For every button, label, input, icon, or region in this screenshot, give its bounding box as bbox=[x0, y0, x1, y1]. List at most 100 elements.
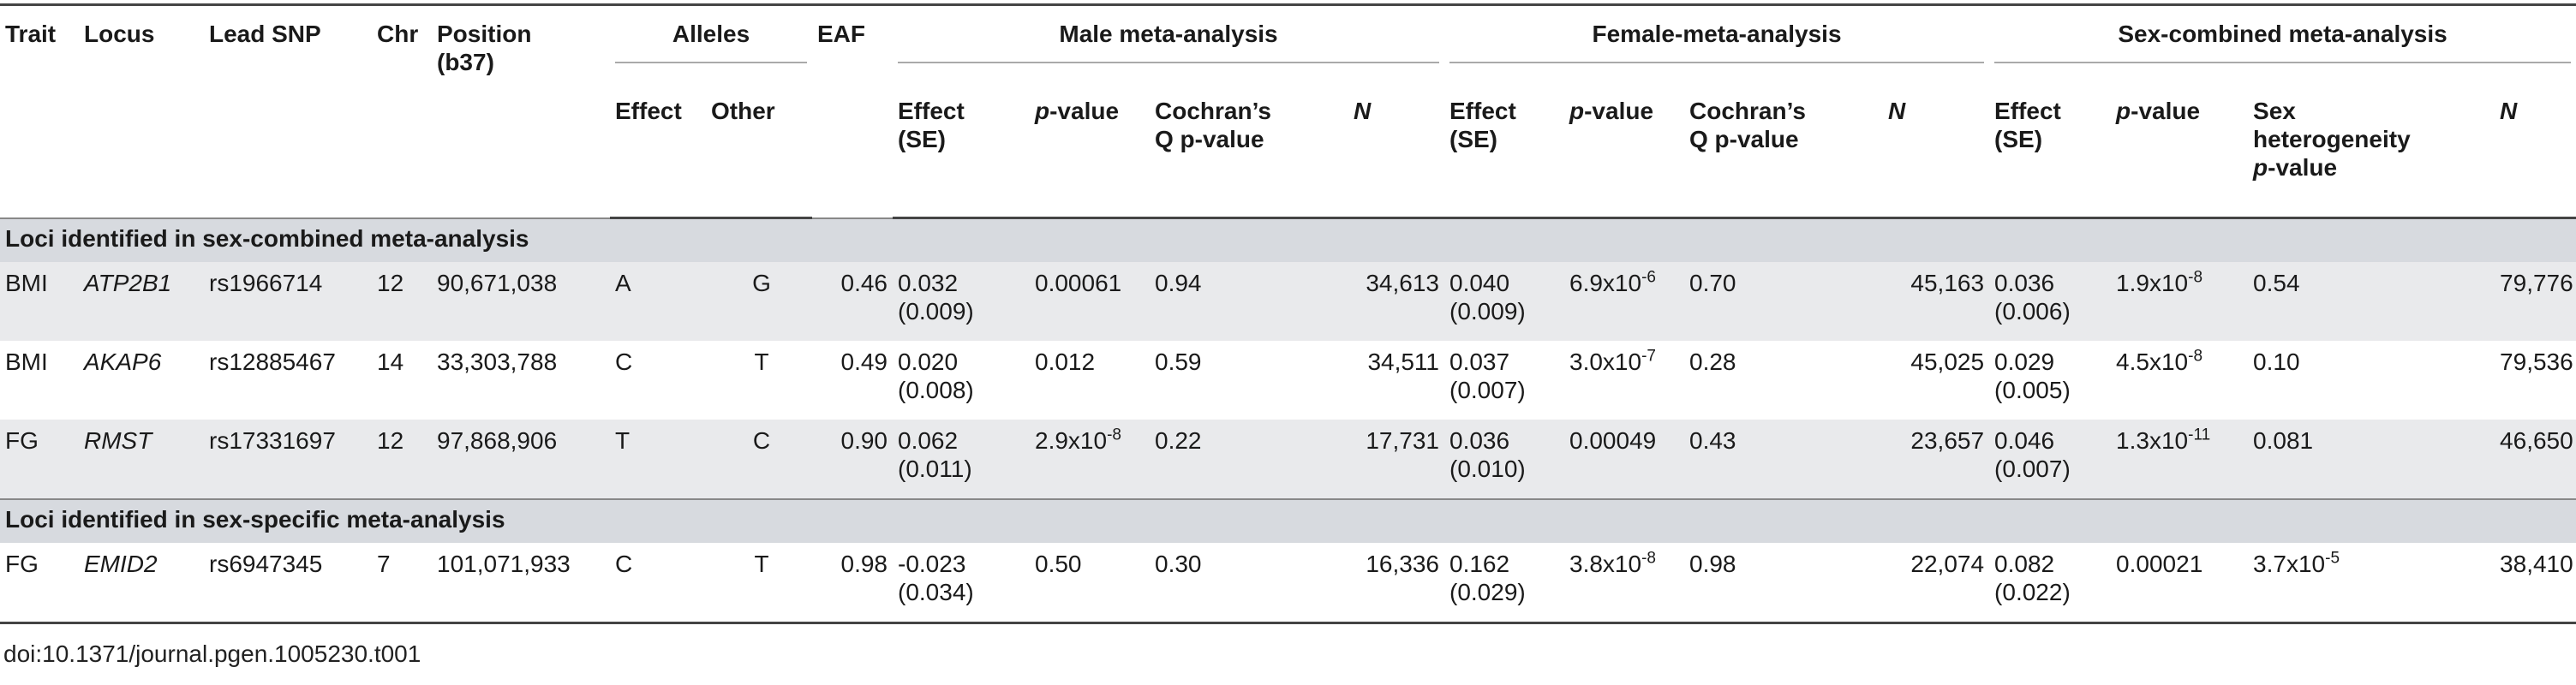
cell-other-allele: T bbox=[754, 348, 769, 375]
cell-female-p: 6.9x10-6 bbox=[1564, 262, 1684, 341]
cell-sex-het: 0.10 bbox=[2253, 348, 2300, 375]
cell-combined-n: 79,536 bbox=[2500, 348, 2573, 375]
cell-locus: RMST bbox=[79, 420, 204, 499]
cell-male-p: 2.9x10-8 bbox=[1030, 420, 1150, 499]
cell-male-effect: -0.023 (0.034) bbox=[898, 551, 974, 605]
cell-female-p: 0.00049 bbox=[1564, 420, 1684, 499]
header-female-effect: Effect (SE) bbox=[1444, 86, 1564, 219]
header-sex-heterogeneity: Sex heterogeneity p-value bbox=[2248, 86, 2495, 219]
header-lead-snp: Lead SNP bbox=[209, 21, 321, 47]
cell-snp: rs12885467 bbox=[209, 348, 336, 375]
cell-trait: FG bbox=[0, 420, 79, 499]
cell-female-n: 22,074 bbox=[1910, 551, 1985, 577]
table-row: FG EMID2 rs6947345 7 101,071,933 C T 0.9… bbox=[0, 543, 2576, 622]
cell-female-p: 3.8x10-8 bbox=[1569, 549, 1656, 577]
cell-chr: 14 bbox=[377, 348, 404, 375]
cell-male-q: 0.59 bbox=[1155, 348, 1202, 375]
cell-female-q: 0.98 bbox=[1689, 551, 1736, 577]
cell-combined-p: 1.9x10-8 bbox=[2111, 262, 2249, 341]
cell-combined-n: 79,776 bbox=[2495, 262, 2576, 341]
header-combined-group: Sex-combined meta-analysis bbox=[1989, 5, 2576, 87]
doi-caption[interactable]: doi:10.1371/journal.pgen.1005230.t001 bbox=[3, 640, 421, 667]
cell-position: 90,671,038 bbox=[432, 262, 610, 341]
header-chr: Chr bbox=[377, 21, 419, 47]
cell-combined-effect: 0.046 (0.007) bbox=[1989, 420, 2112, 499]
header-female-group: Female-meta-analysis bbox=[1444, 5, 1989, 87]
section-header: Loci identified in sex-specific meta-ana… bbox=[0, 498, 2576, 543]
header-other-allele: Other bbox=[706, 86, 812, 219]
header-male-effect: Effect (SE) bbox=[893, 86, 1030, 219]
cell-eaf: 0.46 bbox=[812, 262, 893, 341]
table-body: Loci identified in sex-combined meta-ana… bbox=[0, 217, 2576, 624]
cell-male-p: 0.50 bbox=[1035, 551, 1082, 577]
table-header: Trait Locus Lead SNP Chr Position (b37) A… bbox=[0, 4, 2576, 219]
cell-combined-p: 0.00021 bbox=[2116, 551, 2203, 577]
cell-position: 97,868,906 bbox=[432, 420, 610, 499]
cell-male-n: 34,613 bbox=[1348, 262, 1444, 341]
header-combined-n: N bbox=[2495, 86, 2576, 219]
section-header: Loci identified in sex-combined meta-ana… bbox=[0, 217, 2576, 262]
cell-sex-het: 0.54 bbox=[2248, 262, 2495, 341]
cell-sex-het: 3.7x10-5 bbox=[2253, 549, 2340, 577]
cell-male-effect: 0.032 (0.009) bbox=[893, 262, 1030, 341]
cell-female-q: 0.43 bbox=[1684, 420, 1883, 499]
cell-other-allele: T bbox=[754, 551, 769, 577]
cell-female-effect: 0.037 (0.007) bbox=[1449, 348, 1526, 403]
cell-chr: 7 bbox=[377, 551, 391, 577]
cell-locus: ATP2B1 bbox=[79, 262, 204, 341]
cell-trait: BMI bbox=[0, 262, 79, 341]
cell-female-n: 45,025 bbox=[1910, 348, 1985, 375]
cell-trait: BMI bbox=[5, 348, 48, 375]
cell-eaf: 0.49 bbox=[840, 348, 888, 375]
cell-other-allele: C bbox=[706, 420, 812, 499]
header-trait: Trait bbox=[5, 21, 57, 47]
cell-combined-effect: 0.029 (0.005) bbox=[1994, 348, 2071, 403]
cell-effect-allele: A bbox=[610, 262, 706, 341]
cell-trait: FG bbox=[5, 551, 39, 577]
cell-combined-p: 4.5x10-8 bbox=[2116, 347, 2203, 375]
cell-snp: rs6947345 bbox=[209, 551, 323, 577]
cell-male-p: 0.00061 bbox=[1030, 262, 1150, 341]
cell-female-effect: 0.036 (0.010) bbox=[1444, 420, 1564, 499]
cell-male-q: 0.94 bbox=[1150, 262, 1348, 341]
header-eaf: EAF bbox=[817, 21, 865, 47]
header-male-n: N bbox=[1348, 86, 1444, 219]
cell-male-n: 34,511 bbox=[1367, 348, 1439, 375]
header-effect-allele: Effect bbox=[610, 86, 706, 219]
cell-female-n: 23,657 bbox=[1883, 420, 1990, 499]
header-combined-effect: Effect (SE) bbox=[1989, 86, 2112, 219]
cell-other-allele: G bbox=[706, 262, 812, 341]
cell-eaf: 0.98 bbox=[840, 551, 888, 577]
cell-female-p: 3.0x10-7 bbox=[1569, 347, 1656, 375]
cell-locus: AKAP6 bbox=[84, 348, 162, 375]
cell-eaf: 0.90 bbox=[812, 420, 893, 499]
cell-combined-n: 46,650 bbox=[2495, 420, 2576, 499]
cell-sex-het: 0.081 bbox=[2248, 420, 2495, 499]
cell-male-q: 0.22 bbox=[1150, 420, 1348, 499]
cell-combined-n: 38,410 bbox=[2500, 551, 2573, 577]
header-female-n: N bbox=[1883, 86, 1990, 219]
cell-female-effect: 0.040 (0.009) bbox=[1444, 262, 1564, 341]
table-row: BMI AKAP6 rs12885467 14 33,303,788 C T 0… bbox=[0, 341, 2576, 420]
cell-effect-allele: C bbox=[615, 348, 633, 375]
cell-male-effect: 0.020 (0.008) bbox=[898, 348, 974, 403]
header-female-cochran: Cochran’s Q p-value bbox=[1684, 86, 1883, 219]
header-position: Position (b37) bbox=[437, 21, 532, 75]
cell-male-effect: 0.062 (0.011) bbox=[893, 420, 1030, 499]
cell-chr: 12 bbox=[372, 420, 432, 499]
cell-female-n: 45,163 bbox=[1883, 262, 1990, 341]
cell-female-effect: 0.162 (0.029) bbox=[1449, 551, 1526, 605]
table-row: FG RMST rs17331697 12 97,868,906 T C 0.9… bbox=[0, 420, 2576, 499]
cell-male-n: 17,731 bbox=[1348, 420, 1444, 499]
cell-female-q: 0.28 bbox=[1689, 348, 1736, 375]
header-female-p: p-value bbox=[1564, 86, 1684, 219]
header-male-cochran: Cochran’s Q p-value bbox=[1150, 86, 1348, 219]
cell-snp: rs1966714 bbox=[204, 262, 372, 341]
cell-male-n: 16,336 bbox=[1366, 551, 1439, 577]
table-row: BMI ATP2B1 rs1966714 12 90,671,038 A G 0… bbox=[0, 262, 2576, 341]
header-alleles: Alleles bbox=[610, 5, 812, 87]
cell-effect-allele: C bbox=[615, 551, 633, 577]
cell-snp: rs17331697 bbox=[204, 420, 372, 499]
cell-combined-effect: 0.036 (0.006) bbox=[1989, 262, 2112, 341]
header-male-group: Male meta-analysis bbox=[893, 5, 1444, 87]
